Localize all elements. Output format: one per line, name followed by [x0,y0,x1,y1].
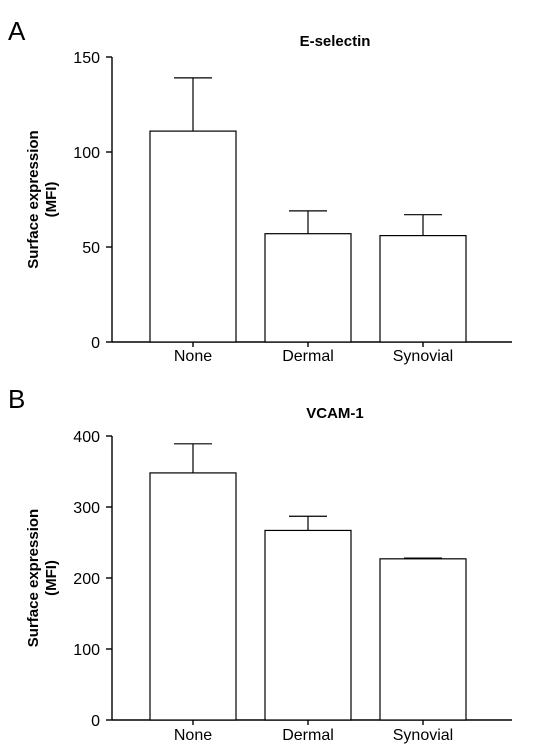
y-tick-label: 0 [91,335,100,352]
bar-synovial [379,235,467,343]
bar-synovial [379,558,467,721]
y-axis-title-line: Surface expression [25,130,42,268]
y-tick-label: 0 [91,713,100,730]
x-category-label: Synovial [393,348,453,365]
chart-title: VCAM-1 [306,405,364,422]
x-category-label: Dermal [282,727,334,744]
y-tick-label: 100 [73,145,100,162]
bar-dermal [264,233,352,343]
y-axis-title-line: (MFI) [43,560,60,596]
bar-none [149,472,237,721]
x-category-label: Synovial [393,727,453,744]
y-tick-label: 50 [82,240,100,257]
bar-dermal [264,529,352,721]
y-tick-label: 400 [73,429,100,446]
y-tick-label: 200 [73,571,100,588]
y-axis-title-line: Surface expression [25,509,42,647]
x-category-label: None [174,727,212,744]
y-axis-title-line: (MFI) [43,182,60,218]
chart-title: E-selectin [300,33,371,50]
bar-none [149,130,237,343]
panel-letter: B [8,384,25,414]
panel-letter: A [8,16,26,46]
x-category-label: None [174,348,212,365]
y-tick-label: 100 [73,642,100,659]
y-tick-label: 150 [73,50,100,67]
y-tick-label: 300 [73,500,100,517]
x-category-label: Dermal [282,348,334,365]
